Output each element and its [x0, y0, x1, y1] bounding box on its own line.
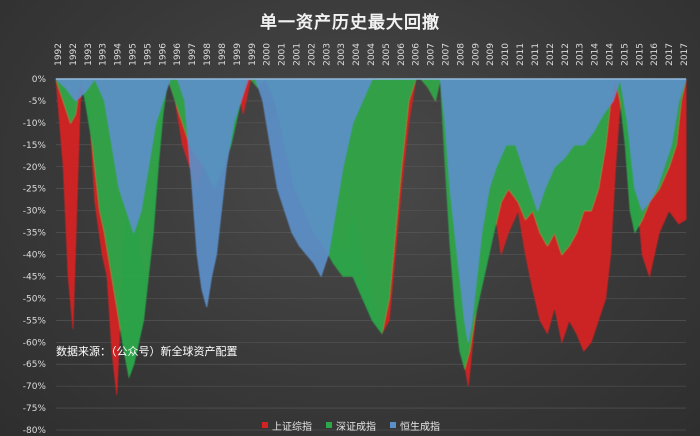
legend-swatch: [262, 422, 268, 428]
x-tick-label: 1993: [99, 43, 109, 66]
legend-swatch: [390, 422, 396, 428]
y-tick-label: -60%: [23, 338, 47, 348]
x-tick-label: 1993: [84, 43, 94, 66]
x-tick-label: 1994: [114, 43, 124, 66]
x-tick-label: 1998: [218, 43, 228, 66]
x-tick-label: 2004: [352, 43, 362, 66]
legend-label: 恒生成指: [400, 421, 440, 433]
x-tick-label: 2010: [501, 43, 511, 66]
x-tick-label: 2005: [382, 43, 392, 66]
x-tick-label: 2011: [516, 43, 526, 66]
x-tick-label: 1998: [203, 43, 213, 66]
x-tick-label: 2007: [427, 43, 437, 66]
y-tick-label: -50%: [23, 294, 47, 304]
y-tick-label: -30%: [23, 207, 47, 217]
y-tick-label: -35%: [23, 229, 47, 239]
y-tick-label: -65%: [23, 360, 47, 370]
x-tick-label: 1996: [158, 43, 168, 66]
x-tick-label: 2006: [412, 43, 422, 66]
x-tick-label: 2004: [367, 43, 377, 66]
x-tick-label: 1992: [69, 43, 79, 66]
x-tick-label: 1995: [129, 43, 139, 66]
x-tick-label: 2001: [278, 43, 288, 66]
x-tick-label: 2009: [486, 43, 496, 66]
x-tick-label: 2007: [442, 43, 452, 66]
y-tick-label: -20%: [23, 163, 47, 173]
x-tick-label: 2011: [531, 43, 541, 66]
x-tick-label: 2000: [263, 43, 273, 66]
x-tick-label: 2015: [620, 43, 630, 66]
x-tick-label: 2012: [561, 43, 571, 66]
y-tick-label: -15%: [23, 141, 47, 151]
x-tick-label: 2009: [471, 43, 481, 66]
legend-swatch: [326, 422, 332, 428]
x-tick-label: 1999: [233, 43, 243, 66]
y-tick-label: -70%: [23, 382, 47, 392]
x-tick-label: 2014: [591, 43, 601, 66]
x-tick-label: 2012: [546, 43, 556, 66]
x-tick-label: 2001: [293, 43, 303, 66]
x-tick-label: 1997: [188, 43, 198, 66]
y-tick-label: -45%: [23, 272, 47, 282]
x-tick-label: 2013: [576, 43, 586, 66]
legend-label: 上证综指: [272, 421, 312, 433]
x-tick-label: 2016: [650, 43, 660, 66]
y-tick-label: -75%: [23, 404, 47, 414]
chart-title: 单一资产历史最大回撤: [260, 13, 440, 33]
y-tick-label: -5%: [28, 97, 46, 107]
x-tick-label: 2015: [635, 43, 645, 66]
source-note: 数据来源：（公众号）新全球资产配置: [56, 345, 238, 358]
legend-item: 上证综指: [262, 418, 312, 433]
legend-label: 深证成指: [336, 421, 376, 433]
legend-item: 深证成指: [326, 418, 376, 433]
x-tick-label: 2002: [307, 43, 317, 66]
y-tick-label: -10%: [23, 119, 47, 129]
x-tick-label: 2014: [606, 43, 616, 66]
y-tick-label: -55%: [23, 316, 47, 326]
y-tick-label: -80%: [23, 426, 47, 436]
x-tick-label: 2006: [397, 43, 407, 66]
x-tick-label: 2017: [665, 43, 675, 66]
y-tick-label: 0%: [32, 75, 47, 85]
x-tick-label: 2003: [337, 43, 347, 66]
x-tick-label: 2008: [456, 43, 466, 66]
x-tick-label: 1999: [248, 43, 258, 66]
x-tick-label: 2017: [680, 43, 690, 66]
y-tick-label: -40%: [23, 251, 47, 261]
x-tick-label: 2003: [322, 43, 332, 66]
x-tick-label: 1992: [54, 43, 64, 66]
x-tick-label: 1995: [143, 43, 153, 66]
legend: 上证综指 深证成指 恒生成指: [262, 418, 440, 433]
y-tick-label: -25%: [23, 185, 47, 195]
legend-item: 恒生成指: [390, 418, 440, 433]
x-tick-label: 1996: [173, 43, 183, 66]
